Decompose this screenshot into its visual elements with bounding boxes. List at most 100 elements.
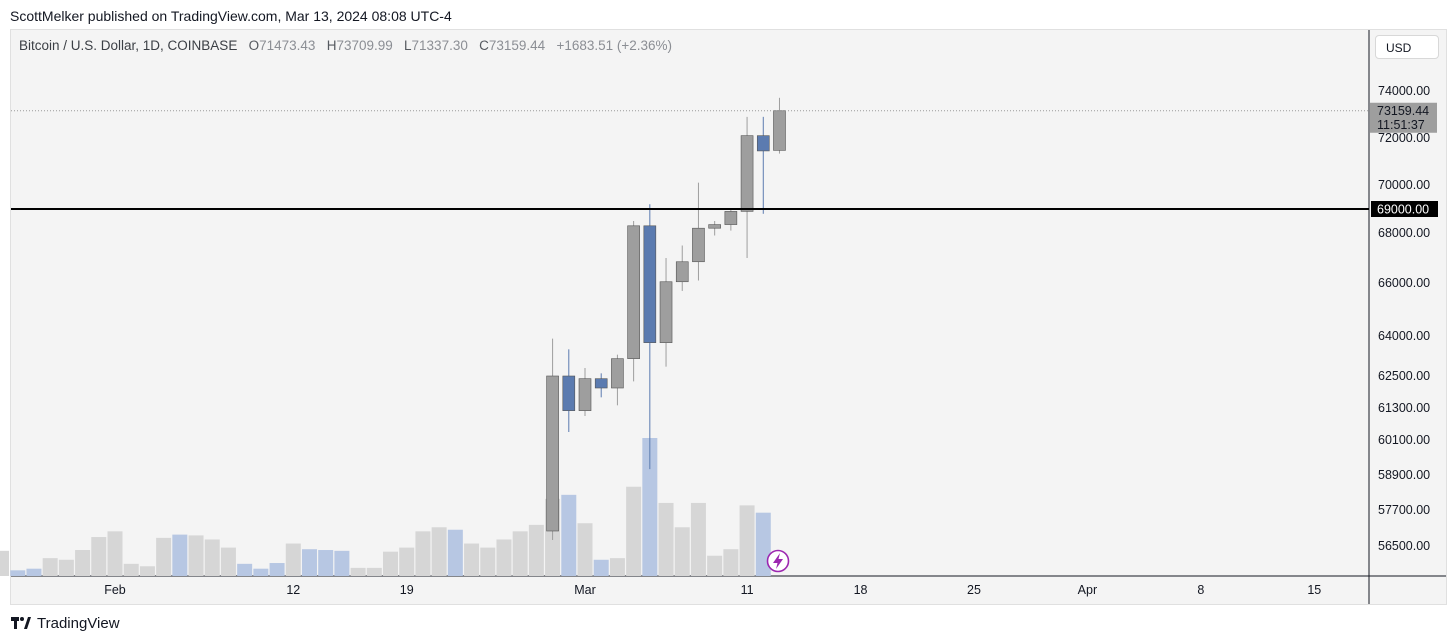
candle-body [659,281,673,343]
level-label: 69000.00 [1377,203,1429,217]
x-tick-label: Apr [1078,583,1097,597]
chart-frame[interactable] [10,29,1447,605]
volume-bar [464,543,480,576]
x-tick-label: Mar [574,583,596,597]
y-tick-label: 64000.00 [1378,329,1430,343]
volume-bar [253,568,269,576]
volume-bar [496,539,512,576]
volume-bar [188,535,204,576]
y-tick-label: 61300.00 [1378,401,1430,415]
x-tick-label: 15 [1307,583,1321,597]
volume-bar [107,531,123,576]
volume-bar [334,550,350,576]
y-tick-label: 60100.00 [1378,433,1430,447]
y-tick-label: 72000.00 [1378,131,1430,145]
candle-body [708,224,721,229]
price-tag-bg [1370,102,1437,133]
low-value: 71337.30 [411,38,468,53]
volume-bar [626,486,642,576]
x-tick-label: 11 [741,583,754,597]
candle-body [756,135,770,152]
x-tick-label: 8 [1197,583,1204,597]
volume-bar [431,527,447,576]
candle-body [740,135,754,212]
high-label: H [326,38,337,53]
volume-bar [739,505,755,576]
volume-bar [156,537,172,576]
volume-bar [58,559,74,576]
volume-bar [707,555,723,576]
y-tick-label: 66000.00 [1378,276,1430,290]
volume-bar [447,529,463,576]
lightning-icon-bolt [773,553,783,569]
volume-bar [123,563,139,576]
volume-bar [10,570,26,576]
y-tick-label: 62500.00 [1378,369,1430,383]
volume-bar [642,438,658,576]
lightning-icon[interactable] [766,549,790,573]
candle-body [562,375,576,411]
volume-bar [593,559,609,576]
tradingview-logo-icon [11,616,31,632]
close-label: C [479,38,489,53]
volume-bar [0,550,10,576]
x-tick-label: 18 [854,583,868,597]
y-tick-label: 70000.00 [1378,178,1430,192]
volume-bar [75,550,91,576]
y-tick-label: 57700.00 [1378,503,1430,517]
candle-body [643,225,657,343]
price-tag-countdown: 11:51:37 [1377,118,1425,132]
volume-bar [350,567,366,576]
volume-bar [91,537,107,576]
brand-name: TradingView [37,615,120,632]
volume-bar [415,531,431,576]
volume-bar [204,539,220,576]
y-tick-label: 68000.00 [1378,226,1430,240]
open-value: 71473.43 [259,38,316,53]
volume-bar [658,502,674,576]
x-tick-label: Feb [104,583,126,597]
currency-button[interactable]: USD [1375,35,1439,59]
high-value: 73709.99 [336,38,393,53]
volume-bar [237,563,253,576]
volume-bar [366,567,382,576]
volume-bar [301,549,317,576]
volume-bar [609,558,625,576]
symbol-title: Bitcoin / U.S. Dollar, 1D, COINBASE [19,38,238,53]
volume-bar [399,547,415,576]
y-tick-label: 58900.00 [1378,468,1430,482]
y-tick-label: 56500.00 [1378,539,1430,553]
volume-bar [139,566,155,576]
tradingview-brand: TradingView [11,615,120,632]
volume-bar [172,534,188,576]
x-tick-label: 12 [286,583,300,597]
volume-bar [528,524,544,576]
candle-body [546,375,559,532]
x-tick-label: 19 [400,583,414,597]
volume-bar [561,494,577,576]
candle-body [578,378,592,411]
volume-bar [285,543,301,576]
price-tag-value: 73159.44 [1377,104,1429,118]
low-label: L [404,38,412,53]
candle-body [611,358,624,389]
volume-bar [690,502,706,576]
volume-bar [42,558,58,576]
volume-bar [577,523,593,576]
candle-body [724,211,738,225]
level-label-bg [1371,201,1438,217]
x-tick-label: 25 [967,583,981,597]
y-tick-label: 74000.00 [1378,84,1430,98]
volume-bar [269,563,285,576]
volume-bar [480,547,496,576]
volume-bar [318,550,334,576]
volume-bar [674,527,690,576]
candle-body [627,225,640,359]
close-value: 73159.44 [488,38,546,53]
candle-body [692,227,705,263]
symbol-legend: Bitcoin / U.S. Dollar, 1D, COINBASE O714… [19,38,672,53]
candle-body [773,110,786,151]
volume-bar [383,551,399,576]
candle-body [675,261,689,283]
